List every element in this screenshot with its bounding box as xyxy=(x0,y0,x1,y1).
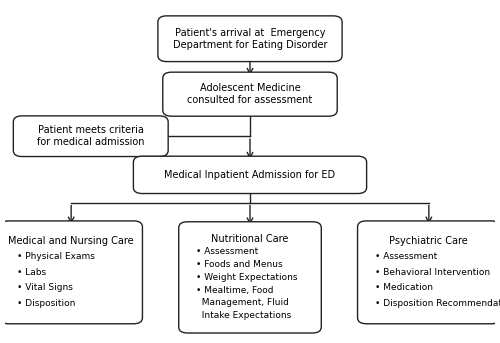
FancyBboxPatch shape xyxy=(14,116,168,156)
FancyBboxPatch shape xyxy=(158,16,342,62)
FancyBboxPatch shape xyxy=(163,72,337,116)
FancyBboxPatch shape xyxy=(178,222,322,333)
Text: Nutritional Care: Nutritional Care xyxy=(212,234,288,244)
Text: • Disposition Recommendation: • Disposition Recommendation xyxy=(375,299,500,308)
Text: • Behavioral Intervention: • Behavioral Intervention xyxy=(375,268,490,277)
Text: Patient's arrival at  Emergency
Department for Eating Disorder: Patient's arrival at Emergency Departmen… xyxy=(173,28,327,49)
Text: • Vital Signs: • Vital Signs xyxy=(18,284,74,293)
Text: • Mealtime, Food: • Mealtime, Food xyxy=(196,286,274,295)
Text: Psychiatric Care: Psychiatric Care xyxy=(390,236,468,246)
FancyBboxPatch shape xyxy=(134,156,366,193)
Text: • Medication: • Medication xyxy=(375,284,433,293)
Text: Adolescent Medicine
consulted for assessment: Adolescent Medicine consulted for assess… xyxy=(188,83,312,105)
Text: Management, Fluid: Management, Fluid xyxy=(196,298,289,307)
Text: • Physical Exams: • Physical Exams xyxy=(18,252,96,261)
Text: Patient meets criteria
for medical admission: Patient meets criteria for medical admis… xyxy=(37,126,144,147)
Text: Medical Inpatient Admission for ED: Medical Inpatient Admission for ED xyxy=(164,170,336,180)
FancyBboxPatch shape xyxy=(358,221,500,324)
Text: Intake Expectations: Intake Expectations xyxy=(196,311,292,320)
Text: • Weight Expectations: • Weight Expectations xyxy=(196,273,298,282)
Text: Medical and Nursing Care: Medical and Nursing Care xyxy=(8,236,134,246)
Text: • Disposition: • Disposition xyxy=(18,299,76,308)
Text: • Assessment: • Assessment xyxy=(375,252,438,261)
Text: • Assessment: • Assessment xyxy=(196,247,258,257)
Text: • Labs: • Labs xyxy=(18,268,46,277)
Text: • Foods and Menus: • Foods and Menus xyxy=(196,260,283,269)
FancyBboxPatch shape xyxy=(0,221,142,324)
